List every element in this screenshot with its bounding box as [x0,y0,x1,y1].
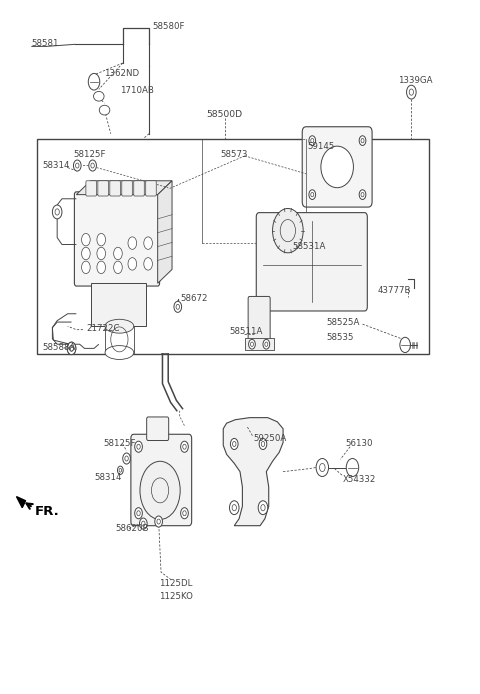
Ellipse shape [105,346,134,359]
Circle shape [259,439,267,450]
Bar [245,338,274,350]
Circle shape [114,247,122,260]
Text: 58620B: 58620B [116,524,149,533]
Text: 58314: 58314 [43,161,70,170]
Text: 58511A: 58511A [229,328,263,337]
Circle shape [180,508,188,519]
Circle shape [273,208,303,253]
Text: 58581: 58581 [32,39,60,48]
Text: FR.: FR. [35,505,60,518]
Circle shape [316,459,328,477]
Text: 58500D: 58500D [206,110,242,119]
FancyBboxPatch shape [256,212,367,311]
Text: 1339GA: 1339GA [398,76,432,85]
Text: 1125KO: 1125KO [158,592,192,601]
Text: 58672: 58672 [180,294,208,303]
Circle shape [180,441,188,452]
Text: 59145: 59145 [307,142,335,151]
Circle shape [114,261,122,273]
Circle shape [52,205,62,219]
FancyBboxPatch shape [147,417,168,441]
Circle shape [174,301,181,312]
Circle shape [155,516,162,527]
Circle shape [89,160,96,171]
Circle shape [309,136,316,146]
Circle shape [128,257,137,270]
Circle shape [97,233,106,246]
FancyBboxPatch shape [110,180,120,196]
Circle shape [123,453,131,464]
Circle shape [97,261,106,273]
Ellipse shape [94,92,104,101]
Circle shape [229,501,239,515]
Circle shape [67,342,76,355]
Circle shape [309,189,316,199]
Text: 58535: 58535 [326,333,354,342]
FancyBboxPatch shape [146,180,156,196]
Ellipse shape [105,319,134,333]
Circle shape [258,501,268,515]
Circle shape [88,74,100,90]
Circle shape [263,339,270,349]
Text: 58573: 58573 [220,150,247,159]
Text: 1125DL: 1125DL [158,579,192,589]
FancyBboxPatch shape [86,180,96,196]
Text: 58125F: 58125F [73,150,106,159]
Ellipse shape [99,105,110,115]
FancyBboxPatch shape [131,434,192,525]
Circle shape [407,85,416,99]
Polygon shape [223,418,283,525]
Text: X54332: X54332 [343,475,376,484]
Bar [91,283,146,326]
Circle shape [140,462,180,520]
Text: 58580F: 58580F [152,22,184,31]
Polygon shape [16,497,25,508]
Text: 59250A: 59250A [253,434,287,443]
Circle shape [359,189,366,199]
Text: 58125F: 58125F [104,439,136,448]
Text: 21722C: 21722C [86,324,120,333]
Text: 1362ND: 1362ND [104,69,139,78]
Circle shape [359,136,366,146]
Text: 58525A: 58525A [326,319,360,328]
FancyBboxPatch shape [248,296,270,346]
Circle shape [230,439,238,450]
Circle shape [73,160,81,171]
FancyBboxPatch shape [134,180,144,196]
Circle shape [135,508,143,519]
FancyBboxPatch shape [122,180,132,196]
Ellipse shape [321,146,353,187]
Text: 58314: 58314 [94,473,121,482]
Circle shape [144,237,153,249]
Text: 43777B: 43777B [378,286,411,295]
Polygon shape [76,180,172,194]
Circle shape [144,257,153,270]
Circle shape [82,247,90,260]
Circle shape [67,342,76,355]
Text: 56130: 56130 [345,439,373,448]
Circle shape [82,261,90,273]
Circle shape [97,247,106,260]
FancyBboxPatch shape [302,127,372,207]
FancyBboxPatch shape [98,180,108,196]
FancyBboxPatch shape [74,192,159,286]
Circle shape [140,518,147,529]
Polygon shape [157,180,172,283]
Text: 1710AB: 1710AB [120,86,154,95]
Circle shape [135,441,143,452]
Circle shape [128,237,137,249]
Circle shape [400,337,410,353]
Text: 58588A: 58588A [43,343,76,351]
Circle shape [346,459,359,477]
Circle shape [82,233,90,246]
Circle shape [249,339,255,349]
Bar [36,139,429,354]
Circle shape [118,466,123,475]
Text: 58531A: 58531A [293,242,326,251]
